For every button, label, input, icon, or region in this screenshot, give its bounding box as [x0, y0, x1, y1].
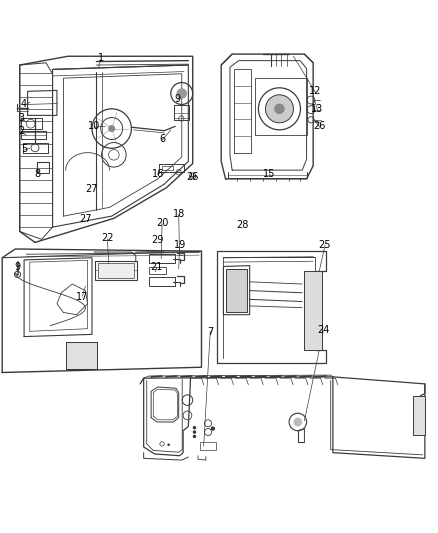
Bar	[304, 271, 322, 350]
Text: 12: 12	[309, 86, 321, 96]
Circle shape	[108, 125, 115, 132]
Bar	[149, 266, 166, 273]
Bar	[413, 395, 425, 435]
Text: 5: 5	[21, 144, 27, 154]
Circle shape	[293, 418, 302, 426]
Text: 21: 21	[151, 262, 163, 271]
Text: 27: 27	[86, 183, 98, 193]
Text: 15: 15	[263, 168, 276, 179]
Text: 1: 1	[98, 53, 104, 63]
Bar	[98, 263, 134, 278]
Bar	[413, 395, 425, 435]
Text: 19: 19	[173, 240, 186, 251]
Circle shape	[193, 426, 196, 430]
Text: 10: 10	[88, 122, 100, 131]
Text: 7: 7	[207, 327, 213, 337]
Circle shape	[274, 103, 285, 114]
Text: 28: 28	[236, 220, 248, 230]
Text: 22: 22	[101, 233, 113, 243]
Text: 25: 25	[319, 240, 331, 249]
Bar	[226, 269, 247, 312]
Bar	[66, 342, 97, 369]
Circle shape	[265, 95, 293, 123]
Bar	[226, 269, 247, 312]
Bar	[304, 271, 322, 350]
Text: 18: 18	[173, 209, 185, 219]
Text: 27: 27	[79, 214, 92, 224]
Text: 26: 26	[187, 172, 199, 182]
Circle shape	[193, 435, 196, 438]
Text: 9: 9	[174, 94, 180, 104]
Circle shape	[211, 426, 215, 431]
Bar	[149, 278, 175, 286]
Bar	[95, 261, 137, 280]
Text: 17: 17	[76, 292, 88, 302]
Circle shape	[177, 88, 187, 99]
Circle shape	[193, 430, 196, 434]
Text: 8: 8	[34, 168, 40, 179]
Text: 6: 6	[159, 134, 165, 144]
Text: 26: 26	[314, 122, 326, 131]
Text: 4: 4	[21, 100, 27, 109]
Circle shape	[16, 273, 19, 276]
Text: 13: 13	[311, 104, 324, 114]
Bar	[149, 254, 175, 263]
Text: 3: 3	[18, 112, 24, 123]
Text: 9: 9	[14, 262, 21, 272]
Text: 24: 24	[317, 325, 329, 335]
Bar	[66, 342, 97, 369]
Text: 29: 29	[152, 235, 164, 245]
Text: 16: 16	[152, 168, 164, 179]
Bar	[200, 442, 216, 449]
Text: 2: 2	[18, 126, 24, 136]
Text: 20: 20	[156, 217, 168, 228]
Circle shape	[167, 443, 170, 446]
